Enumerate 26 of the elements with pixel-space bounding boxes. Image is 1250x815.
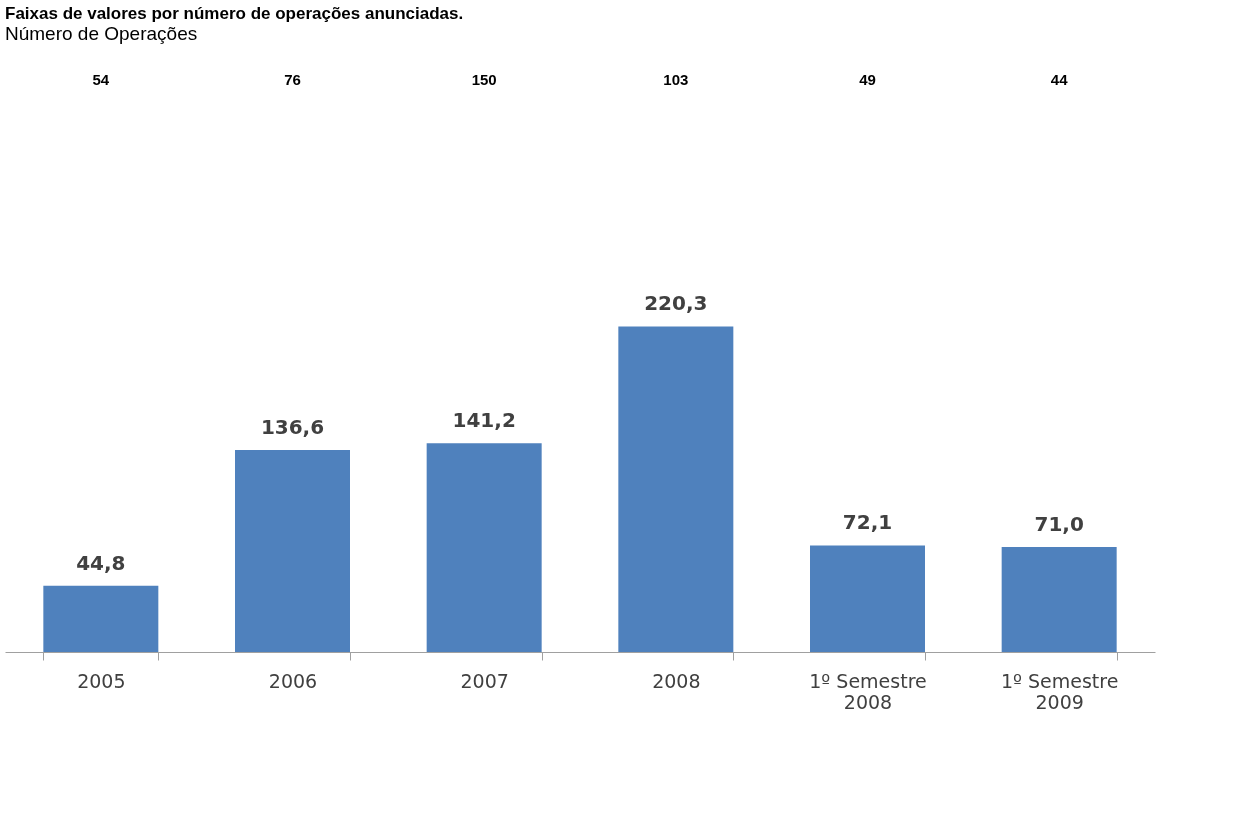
x-tick-label: 2006 (268, 669, 318, 692)
text: 76 (284, 71, 301, 88)
data-label: 44,8 (76, 550, 126, 575)
text: 103 (663, 71, 689, 88)
bar (235, 450, 350, 652)
x-tick-label: 2008 (652, 669, 701, 692)
chart-subtitle: Número de Operações (5, 23, 198, 44)
text: 54 (92, 71, 110, 88)
bar (810, 545, 925, 652)
data-label: 71,0 (1034, 512, 1084, 537)
x-tick-label: 1º Semestre 2009 (1000, 669, 1119, 713)
x-tick-label: 1º Semestre 2008 (809, 669, 927, 713)
data-label: 136,6 (260, 415, 325, 440)
text: 150 (471, 71, 497, 88)
x-tick-label: 2005 (77, 669, 126, 692)
bar (1001, 547, 1117, 652)
bar (426, 443, 542, 652)
text: 44 (1050, 71, 1069, 88)
data-label: 141,2 (452, 408, 516, 433)
data-label: 72,1 (842, 510, 893, 535)
data-label: 220,3 (644, 291, 708, 316)
x-tick-label: 2007 (460, 669, 509, 692)
text: 49 (859, 71, 876, 88)
bar (618, 326, 734, 652)
chart-title: Faixas de valores por número de operações anunciadas. (5, 4, 464, 23)
bar (43, 585, 159, 652)
